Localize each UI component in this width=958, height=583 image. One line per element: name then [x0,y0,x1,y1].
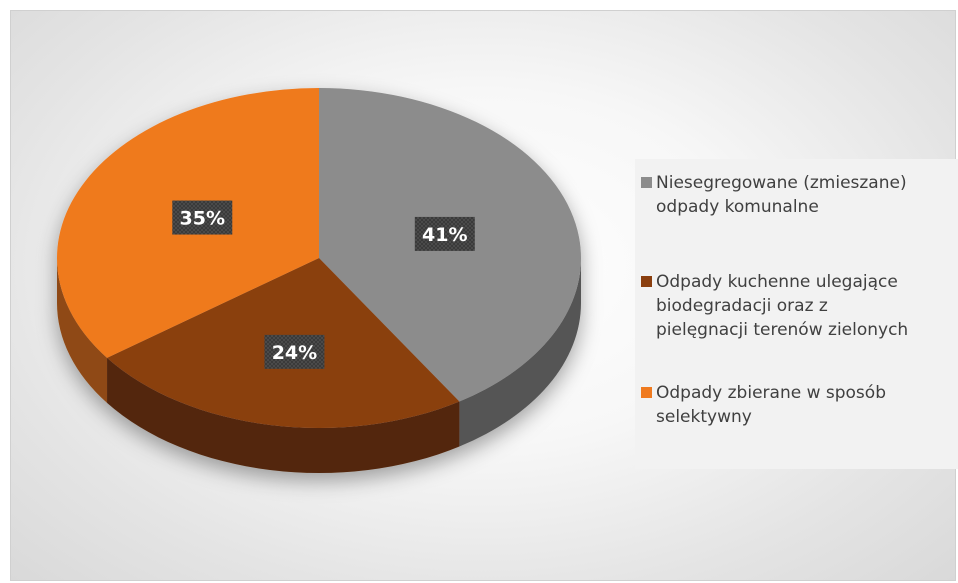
data-label-selective-text: 35% [180,208,225,230]
legend-swatch-biodegradable [641,276,652,287]
legend-label-selective: Odpady zbierane w sposób selektywny [656,383,886,427]
pie-chart: 41% 24% 35% [56,88,581,473]
legend-item-biodegradable: Odpady kuchenne ulegające biodegradacji … [641,270,958,342]
legend-swatch-unsorted [641,177,652,188]
data-label-selective-box [172,200,233,235]
slice-selective-side [57,258,108,403]
slice-biodegradable-side [107,357,460,473]
data-label-biodegradable-box [264,334,325,369]
legend: Niesegregowane (zmieszane) odpady komuna… [635,159,958,469]
data-label-biodegradable: 24% [264,334,325,369]
legend-item-unsorted: Niesegregowane (zmieszane) odpady komuna… [641,171,958,219]
data-label-biodegradable-text: 24% [272,342,317,364]
legend-swatch-selective [641,387,652,398]
legend-item-selective: Odpady zbierane w sposób selektywny [641,381,958,429]
data-label-unsorted-text: 41% [422,224,467,246]
data-label-unsorted-box [414,216,475,251]
legend-label-biodegradable: Odpady kuchenne ulegające biodegradacji … [656,272,909,340]
slice-unsorted-side [459,258,581,447]
chart-area: 41% 24% 35% Niesegregowane (zmieszane) odp… [10,10,958,581]
data-label-selective: 35% [172,200,233,235]
legend-label-unsorted: Niesegregowane (zmieszane) odpady komuna… [656,173,907,217]
data-label-unsorted: 41% [414,216,475,251]
